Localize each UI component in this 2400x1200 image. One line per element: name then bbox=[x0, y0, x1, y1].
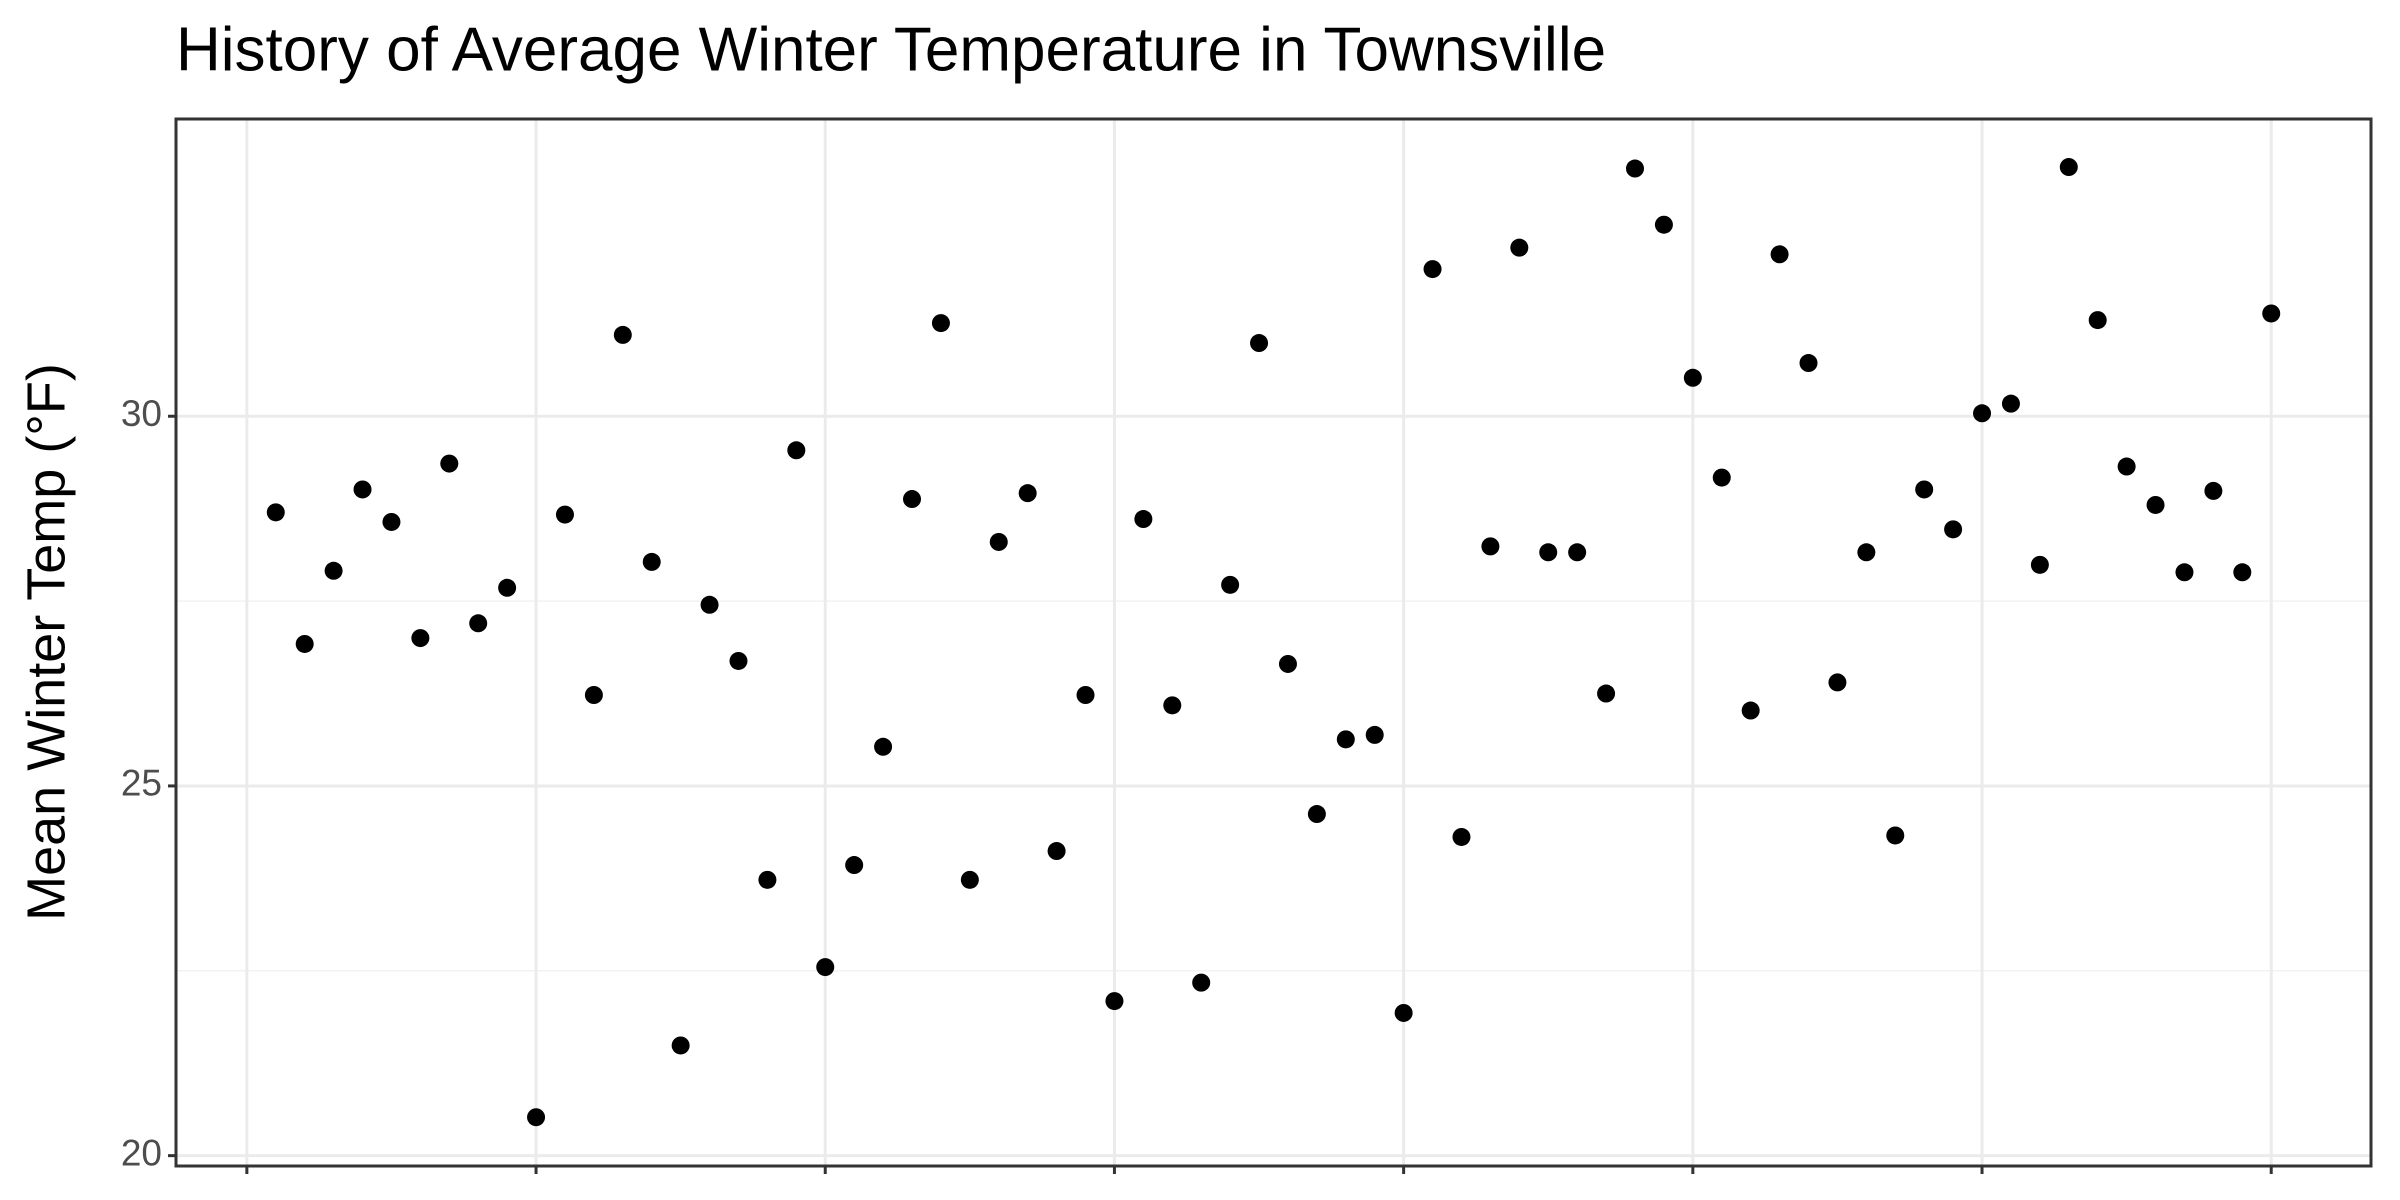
point bbox=[555, 505, 574, 524]
point bbox=[1163, 696, 1182, 715]
point bbox=[2146, 495, 2165, 514]
point bbox=[671, 1036, 690, 1055]
point bbox=[1076, 685, 1095, 704]
point bbox=[816, 958, 835, 977]
point bbox=[845, 856, 864, 875]
point bbox=[1192, 973, 1211, 992]
point bbox=[469, 614, 488, 633]
point bbox=[382, 512, 401, 531]
point bbox=[440, 454, 459, 473]
point bbox=[1683, 368, 1702, 387]
point bbox=[1278, 654, 1297, 673]
point bbox=[1625, 159, 1644, 178]
y-tick-label: 20 bbox=[121, 1132, 162, 1173]
point bbox=[1828, 673, 1847, 692]
point bbox=[1944, 520, 1963, 539]
point bbox=[584, 685, 603, 704]
point bbox=[960, 870, 979, 889]
point bbox=[1423, 260, 1442, 279]
point bbox=[989, 532, 1008, 551]
point bbox=[2088, 311, 2107, 330]
point bbox=[2175, 563, 2194, 582]
point bbox=[613, 325, 632, 344]
point bbox=[266, 503, 285, 522]
y-tick-label: 30 bbox=[121, 393, 162, 434]
point bbox=[324, 561, 343, 580]
point bbox=[1510, 238, 1529, 257]
point bbox=[295, 634, 314, 653]
point bbox=[931, 314, 950, 333]
points bbox=[266, 158, 2281, 1127]
point bbox=[729, 651, 748, 670]
point bbox=[1770, 245, 1789, 264]
chart-title: History of Average Winter Temperature in… bbox=[176, 15, 1606, 84]
point bbox=[1394, 1003, 1413, 1022]
point bbox=[758, 870, 777, 889]
y-axis-label: Mean Winter Temp (°F) bbox=[16, 363, 76, 921]
point bbox=[411, 629, 430, 648]
point bbox=[1250, 334, 1269, 353]
point bbox=[1481, 537, 1500, 556]
point bbox=[1886, 826, 1905, 845]
point bbox=[1712, 468, 1731, 487]
point bbox=[2204, 481, 2223, 500]
point bbox=[1915, 480, 1934, 499]
point bbox=[527, 1108, 546, 1127]
point bbox=[903, 490, 922, 509]
point bbox=[1654, 215, 1673, 234]
point bbox=[1597, 684, 1616, 703]
point bbox=[874, 737, 893, 756]
point bbox=[1105, 992, 1124, 1011]
point bbox=[1973, 404, 1992, 423]
point bbox=[1018, 484, 1037, 503]
point bbox=[353, 480, 372, 499]
point bbox=[1221, 575, 1240, 594]
point bbox=[1539, 543, 1558, 562]
point bbox=[1857, 543, 1876, 562]
grid bbox=[176, 119, 2371, 1166]
point bbox=[1799, 354, 1818, 373]
point bbox=[2117, 457, 2136, 476]
y-tick-label: 25 bbox=[121, 763, 162, 804]
point bbox=[2262, 304, 2281, 323]
point bbox=[700, 595, 719, 614]
point bbox=[2059, 158, 2078, 177]
point bbox=[1365, 725, 1384, 744]
point bbox=[498, 578, 517, 597]
point bbox=[1307, 805, 1326, 824]
point bbox=[1047, 842, 1066, 861]
point bbox=[1568, 543, 1587, 562]
point bbox=[642, 552, 661, 571]
point bbox=[787, 441, 806, 460]
point bbox=[2030, 555, 2049, 574]
panel-border bbox=[174, 117, 2373, 1168]
point bbox=[2233, 563, 2252, 582]
point bbox=[1336, 730, 1355, 749]
point bbox=[2001, 394, 2020, 413]
point bbox=[1134, 510, 1153, 529]
point bbox=[1452, 827, 1471, 846]
point bbox=[1741, 701, 1760, 720]
